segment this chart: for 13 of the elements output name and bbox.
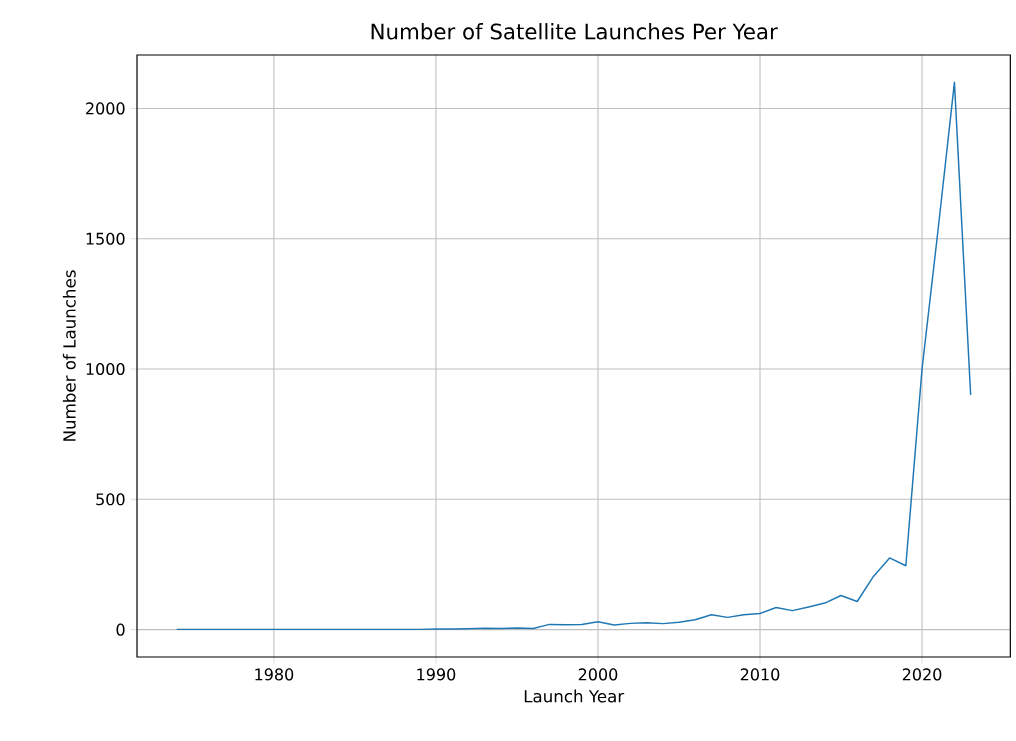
x-tick-label: 1980 — [255, 668, 294, 681]
x-tick-label: 2000 — [578, 668, 618, 681]
x-axis-title: Launch Year — [524, 689, 625, 703]
x-tick-label: 1990 — [417, 668, 456, 681]
x-tick-label: 2010 — [740, 668, 780, 681]
y-tick-label: 500 — [96, 493, 125, 506]
y-tick-label: 0 — [116, 623, 125, 636]
y-tick-label: 1500 — [86, 232, 125, 245]
y-tick-label: 2000 — [86, 102, 125, 115]
x-tick-label: 2020 — [902, 668, 942, 681]
y-axis-title: Number of Launches — [62, 270, 76, 441]
y-tick-label: 1000 — [86, 362, 125, 376]
chart-title: Number of Satellite Launches Per Year — [371, 23, 778, 40]
